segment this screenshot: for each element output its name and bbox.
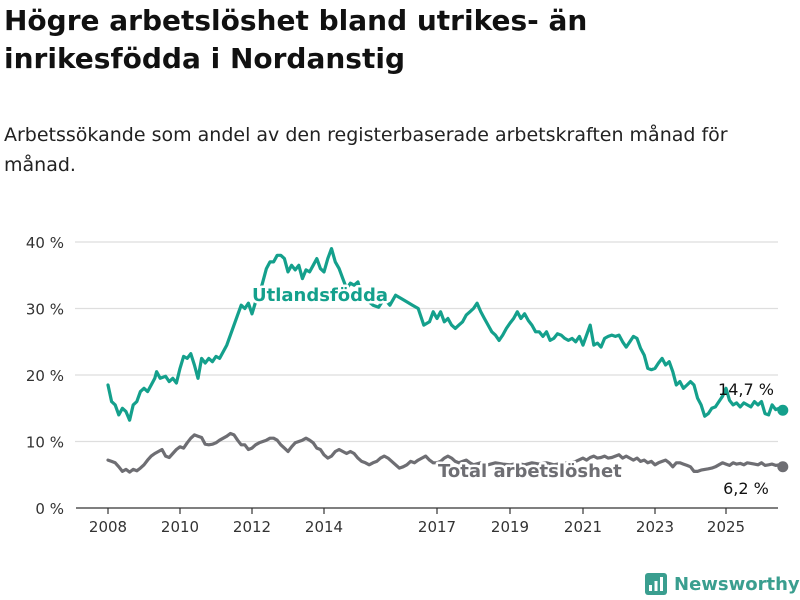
x-tick-label: 2021 bbox=[564, 518, 602, 536]
end-value-total: 6,2 % bbox=[723, 479, 769, 498]
brand-logo: Newsworthy bbox=[644, 568, 800, 600]
x-tick-label: 2025 bbox=[707, 518, 745, 536]
chart-title: Högre arbetslöshet bland utrikes- än inr… bbox=[4, 4, 588, 75]
y-tick-label: 30 % bbox=[26, 301, 64, 319]
y-tick-label: 0 % bbox=[35, 500, 64, 518]
x-tick-label: 2017 bbox=[418, 518, 456, 536]
x-tick-label: 2014 bbox=[305, 518, 343, 536]
series-labels: Utlandsfödda Total arbetslöshet 14,7 % 6,2 … bbox=[250, 283, 774, 499]
y-tick-label: 20 % bbox=[26, 367, 64, 385]
x-tick-label: 2008 bbox=[89, 518, 127, 536]
x-tick-label: 2019 bbox=[491, 518, 529, 536]
x-tick-label: 2010 bbox=[161, 518, 199, 536]
series-name-utlandsfodda: Utlandsfödda bbox=[252, 285, 388, 306]
x-tick-label: 2012 bbox=[233, 518, 271, 536]
series-lines bbox=[106, 247, 789, 474]
end-value-utlandsfodda: 14,7 % bbox=[718, 380, 774, 399]
series-line-total bbox=[106, 431, 785, 474]
series-line-utlandsfodda bbox=[106, 247, 785, 422]
y-axis-ticks: 0 % 10 % 20 % 30 % 40 % bbox=[26, 234, 64, 518]
end-point-marker bbox=[777, 461, 789, 473]
series-name-total: Total arbetslöshet bbox=[438, 461, 622, 482]
x-axis: 2008 2010 2012 2014 2017 2019 2021 2023 2025 bbox=[76, 507, 778, 536]
y-tick-label: 10 % bbox=[26, 434, 64, 452]
y-tick-label: 40 % bbox=[26, 234, 64, 252]
brand-name: Newsworthy bbox=[674, 573, 800, 595]
newsworthy-icon bbox=[645, 573, 667, 595]
chart-subtitle: Arbetssökande som andel av den registerb… bbox=[4, 124, 728, 176]
x-tick-label: 2023 bbox=[636, 518, 674, 536]
end-point-marker bbox=[777, 404, 789, 416]
grid-lines bbox=[75, 241, 778, 443]
